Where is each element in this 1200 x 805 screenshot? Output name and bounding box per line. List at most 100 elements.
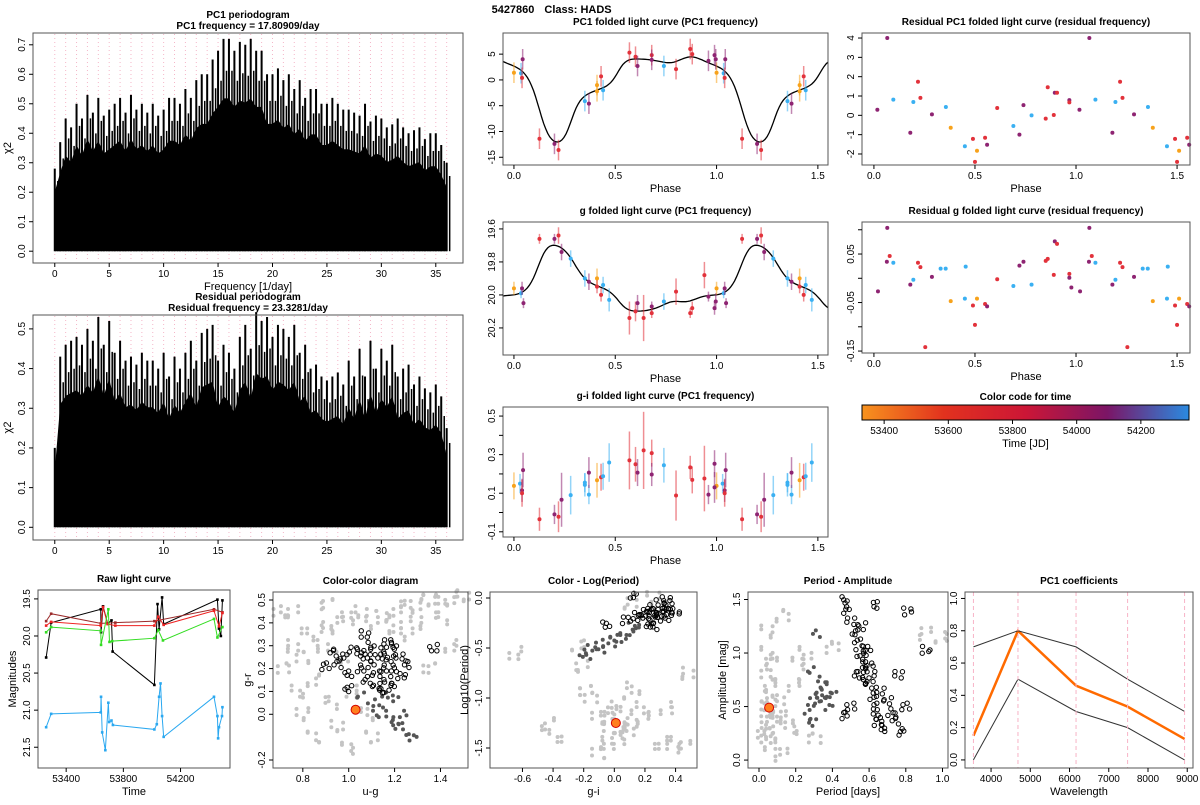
population-point (419, 598, 424, 603)
population-point (773, 697, 778, 702)
population-point (782, 702, 787, 707)
class-point (385, 695, 390, 700)
population-point (296, 642, 301, 647)
plot-frame (861, 221, 1191, 354)
reference-point (365, 639, 371, 646)
data-point (559, 250, 564, 255)
data-point (740, 517, 745, 522)
reference-point (358, 634, 364, 640)
time-colorbar-panel: Color code for time 53400 53600 53800 54000 5… (861, 392, 1190, 450)
series-point (153, 619, 156, 623)
population-point (606, 711, 611, 716)
population-point (669, 705, 674, 710)
series-point (219, 634, 223, 638)
reference-point (888, 695, 895, 701)
population-point (602, 709, 607, 714)
population-point (622, 737, 627, 742)
class-point (588, 656, 593, 661)
population-point (778, 721, 783, 726)
data-point (520, 491, 525, 496)
series-point (111, 723, 115, 727)
population-point (656, 746, 661, 751)
class-point (614, 639, 619, 644)
series-point (49, 712, 53, 716)
population-point (625, 716, 630, 721)
population-point (582, 699, 587, 704)
reference-point (369, 672, 376, 678)
x-axis-label: Period [days] (816, 786, 880, 798)
y-tick-label: 3 (846, 54, 857, 60)
population-point (578, 686, 583, 691)
reference-point (851, 615, 858, 621)
data-point (724, 301, 729, 306)
data-point (1067, 275, 1072, 280)
x-tick-label: 0.6 (862, 774, 876, 785)
data-point (755, 141, 760, 146)
population-point (311, 634, 316, 639)
population-point (797, 644, 802, 649)
data-point (714, 286, 719, 291)
data-point (1145, 266, 1150, 271)
series-point (104, 748, 107, 752)
target-point (764, 702, 775, 713)
data-point (1017, 132, 1022, 137)
series-point (110, 719, 113, 722)
population-point (317, 740, 322, 745)
population-point (783, 709, 788, 714)
series-point (160, 714, 164, 718)
population-point (334, 706, 339, 711)
data-point (556, 148, 561, 153)
data-point (688, 311, 693, 316)
reference-point (381, 651, 387, 657)
reference-point (855, 621, 861, 628)
reference-point (379, 656, 386, 662)
reference-point (381, 679, 388, 685)
data-point (1087, 36, 1092, 41)
y-tick-label: 21.0 (22, 700, 33, 720)
population-point (634, 597, 639, 602)
data-point (1187, 142, 1192, 147)
data-point (661, 64, 666, 68)
data-point (1187, 304, 1192, 309)
population-point (286, 607, 291, 612)
population-point (365, 713, 370, 718)
population-point (774, 616, 779, 621)
population-point (609, 741, 614, 746)
series-line (45, 606, 223, 629)
data-point (970, 303, 975, 308)
data-point (674, 289, 679, 294)
data-point (1164, 296, 1169, 301)
population-point (768, 633, 773, 638)
raw-light-curve-panel: Raw light curve 53400 53800 54200 Time 19.5 20… (7, 574, 231, 798)
reference-point (873, 684, 880, 690)
data-point (537, 236, 542, 241)
population-point (454, 638, 459, 643)
series-point (44, 656, 48, 659)
data-point (586, 279, 591, 284)
x-tick-label: 0.0 (607, 774, 621, 785)
reference-point (388, 641, 395, 647)
x-tick-label: 0.8 (899, 774, 913, 785)
population-point (818, 740, 823, 745)
data-point (771, 256, 776, 261)
class-point (371, 703, 376, 708)
data-point (759, 148, 764, 153)
population-point (329, 626, 334, 631)
population-point (691, 675, 696, 680)
chart-title: Raw light curve (97, 574, 171, 585)
population-point (624, 680, 629, 685)
population-point (634, 705, 639, 710)
reference-point (844, 619, 850, 625)
data-point (595, 83, 600, 88)
class-point (377, 703, 382, 708)
class-point (631, 629, 636, 634)
population-point (768, 734, 773, 739)
data-point (797, 276, 802, 281)
y-tick-label: 0.6 (17, 67, 28, 81)
reference-point (901, 612, 908, 618)
population-point (315, 646, 320, 651)
population-point (301, 691, 306, 696)
population-point (629, 684, 634, 689)
reference-point (631, 609, 638, 616)
population-point (652, 741, 657, 746)
